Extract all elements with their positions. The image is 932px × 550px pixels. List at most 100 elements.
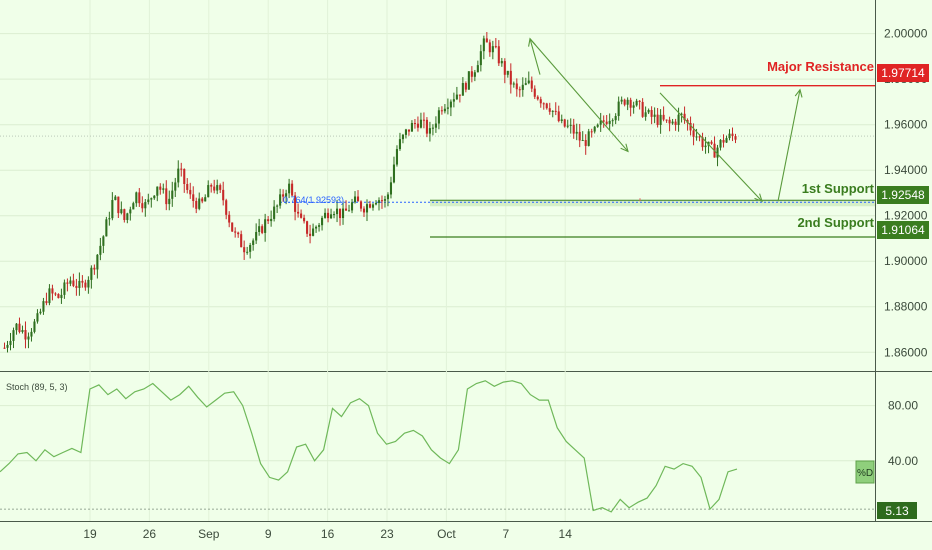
resistance-tag-bg — [877, 64, 929, 82]
candle-body — [518, 89, 521, 91]
candle-body — [347, 210, 351, 212]
stoch-title: Stoch (89, 5, 3) — [6, 382, 68, 392]
candle-body — [338, 208, 342, 219]
candle-body — [560, 119, 563, 122]
candle-body — [132, 203, 135, 210]
candle-body — [575, 131, 578, 134]
projection-down-arrowhead — [754, 193, 763, 203]
stoch-d-tag-text: %D — [857, 468, 873, 479]
candle-body — [219, 185, 222, 190]
candle-body — [6, 344, 9, 348]
candle-body — [225, 200, 228, 215]
support2-price-tag: 1.91064 — [877, 221, 929, 239]
candle-body — [515, 83, 518, 90]
candle-body — [536, 96, 539, 100]
candle-body — [377, 200, 381, 204]
candle-body — [9, 340, 12, 345]
candle-body — [596, 124, 599, 127]
candle-body — [198, 198, 201, 209]
candle-body — [398, 139, 402, 150]
candle-body — [69, 280, 72, 284]
candle-body — [255, 231, 258, 241]
candle-body — [689, 122, 692, 131]
candle-body — [60, 294, 63, 299]
candle-body — [527, 80, 530, 84]
candle-body — [222, 189, 225, 201]
candle-body — [341, 208, 345, 219]
candle-body — [617, 101, 620, 117]
candle-body — [413, 123, 416, 125]
candle-body — [300, 213, 303, 218]
candle-body — [315, 226, 318, 229]
candle-body — [264, 219, 267, 233]
candle-body — [350, 202, 354, 211]
support2-tag-bg — [877, 221, 929, 239]
major-resistance-label: Major Resistance — [767, 59, 874, 74]
candle-body — [524, 83, 527, 85]
candle-body — [647, 110, 650, 113]
candle-body — [683, 113, 686, 121]
candle-body — [446, 107, 449, 109]
candle-body — [318, 225, 321, 227]
candle-body — [123, 209, 126, 220]
price-tick-label: 1.94000 — [884, 163, 928, 177]
candle-body — [288, 183, 291, 194]
candle-body — [111, 200, 114, 219]
candle-body — [126, 213, 129, 220]
candle-body — [581, 140, 584, 142]
candle-body — [207, 185, 210, 198]
candle-body — [147, 199, 150, 203]
candle-body — [431, 127, 434, 129]
candle-body — [440, 110, 443, 112]
candle-body — [410, 123, 413, 132]
candle-body — [186, 184, 189, 190]
candle-body — [500, 61, 503, 64]
price-tick-label: 1.96000 — [884, 118, 928, 132]
candle-body — [285, 193, 288, 197]
candle-body — [72, 280, 75, 286]
stoch-value-tag-bg — [877, 502, 917, 519]
candle-body — [291, 183, 294, 196]
candle-body — [368, 204, 372, 208]
candle-body — [294, 195, 297, 212]
candle-body — [428, 128, 431, 134]
candle-body — [117, 196, 120, 214]
candle-body — [539, 99, 542, 104]
price-tick-label: 1.92000 — [884, 209, 928, 223]
candle-body — [578, 131, 581, 141]
candle-body — [54, 293, 57, 295]
candle-body — [434, 123, 437, 128]
candle-body — [258, 226, 261, 232]
candle-body — [704, 145, 707, 148]
candle-body — [321, 217, 324, 226]
candle-body — [656, 114, 659, 125]
candle-body — [267, 219, 270, 222]
resistance-price-tag: 1.97714 — [877, 64, 929, 82]
candle-body — [144, 202, 147, 209]
candle-body — [27, 336, 30, 340]
price-tick-label: 1.86000 — [884, 345, 928, 359]
candle-body — [228, 214, 231, 223]
candle-body — [306, 221, 309, 234]
candle-body — [252, 240, 255, 245]
candle-body — [470, 71, 473, 77]
first-support-label: 1st Support — [802, 181, 875, 196]
candle-body — [554, 110, 557, 112]
candle-body — [674, 121, 677, 125]
candle-body — [386, 194, 390, 200]
candle-body — [473, 72, 476, 77]
stoch-value-tag-text: 5.13 — [885, 504, 909, 518]
candle-body — [75, 285, 78, 288]
candle-body — [602, 120, 605, 122]
candle-body — [362, 208, 366, 213]
candle-body — [33, 321, 36, 332]
candle-body — [282, 194, 285, 197]
candle-body — [680, 113, 683, 115]
drawings-layer — [528, 37, 803, 203]
candle-body — [542, 103, 545, 105]
candle-body — [120, 209, 123, 214]
candle-body — [201, 198, 204, 202]
support2-tag-text: 1.91064 — [881, 223, 925, 237]
candle-body — [563, 119, 566, 127]
candle-body — [261, 226, 264, 233]
